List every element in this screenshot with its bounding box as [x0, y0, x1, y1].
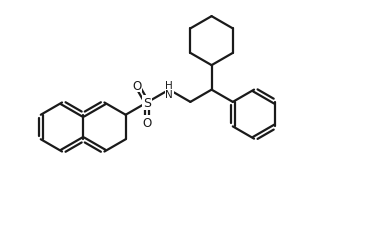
Text: S: S	[143, 96, 151, 109]
Text: O: O	[142, 117, 151, 130]
Text: O: O	[132, 79, 142, 92]
Text: H
N: H N	[165, 81, 173, 100]
